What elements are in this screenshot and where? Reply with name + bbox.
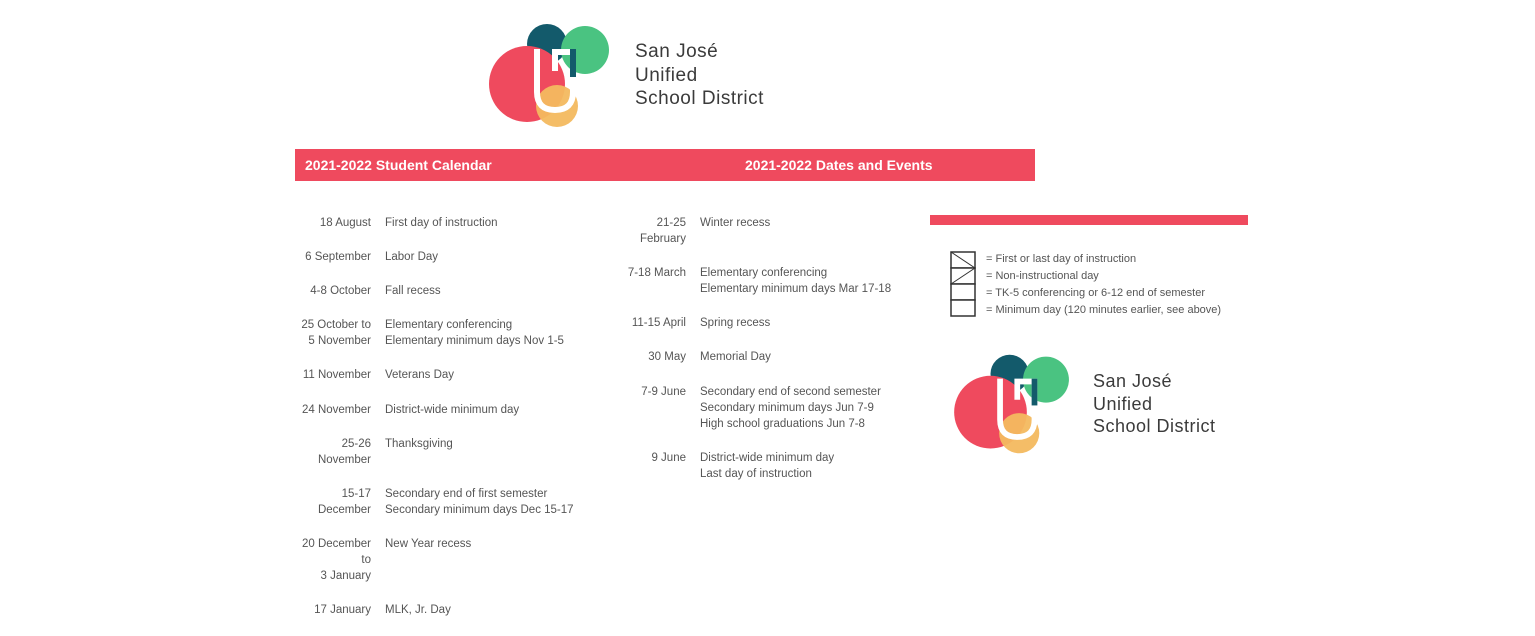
event-desc: MLK, Jr. Day xyxy=(385,602,610,618)
event-row: 11-15 AprilSpring recess xyxy=(610,315,930,331)
event-row: 7-9 JuneSecondary end of second semester… xyxy=(610,384,930,432)
event-desc: Secondary end of first semesterSecondary… xyxy=(385,486,610,518)
legend-labels: = First or last day of instruction = Non… xyxy=(986,251,1221,321)
event-date: 30 May xyxy=(610,349,700,365)
event-desc: Labor Day xyxy=(385,249,610,265)
event-desc: Spring recess xyxy=(700,315,930,331)
org-name-line1: San José xyxy=(635,40,764,64)
event-date: 25-26 November xyxy=(295,436,385,468)
org-name-line2: Unified xyxy=(1093,393,1216,416)
event-desc: District-wide minimum day xyxy=(385,402,610,418)
org-name-line3: School District xyxy=(635,87,764,111)
org-name-line1: San José xyxy=(1093,370,1216,393)
event-date: 20 December to3 January xyxy=(295,536,385,584)
legend: = First or last day of instruction = Non… xyxy=(950,251,1290,321)
event-date: 25 October to5 November xyxy=(295,317,385,349)
event-row: 25-26 NovemberThanksgiving xyxy=(295,436,610,468)
legend-item: = Minimum day (120 minutes earlier, see … xyxy=(986,302,1221,319)
event-row: 20 December to3 JanuaryNew Year recess xyxy=(295,536,610,584)
event-desc: Secondary end of second semesterSecondar… xyxy=(700,384,930,432)
event-desc: Elementary conferencingElementary minimu… xyxy=(385,317,610,349)
events-column-2: 21-25 FebruaryWinter recess7-18 MarchEle… xyxy=(610,215,930,636)
event-row: 7-18 MarchElementary conferencingElement… xyxy=(610,265,930,297)
event-date: 9 June xyxy=(610,450,700,482)
event-row: 17 JanuaryMLK, Jr. Day xyxy=(295,602,610,618)
events-column-1: 18 AugustFirst day of instruction 6 Septe… xyxy=(295,215,610,636)
header-title-left: 2021-2022 Student Calendar xyxy=(295,157,745,173)
event-desc: District-wide minimum dayLast day of ins… xyxy=(700,450,930,482)
org-name-line3: School District xyxy=(1093,415,1216,438)
event-row: 25 October to5 NovemberElementary confer… xyxy=(295,317,610,349)
event-date: 4-8 October xyxy=(295,283,385,299)
footer-logo: San José Unified School District xyxy=(950,349,1290,459)
event-row: 4-8 OctoberFall recess xyxy=(295,283,610,299)
event-date: 15-17 December xyxy=(295,486,385,518)
legend-item: = Non-instructional day xyxy=(986,268,1221,285)
legend-accent-bar xyxy=(930,215,1248,225)
event-desc: Winter recess xyxy=(700,215,930,247)
event-desc: Fall recess xyxy=(385,283,610,299)
event-row: 18 AugustFirst day of instruction xyxy=(295,215,610,231)
event-date: 11 November xyxy=(295,367,385,383)
event-date: 18 August xyxy=(295,215,385,231)
event-date: 17 January xyxy=(295,602,385,618)
event-date: 7-9 June xyxy=(610,384,700,432)
event-row: 30 MayMemorial Day xyxy=(610,349,930,365)
org-name: San José Unified School District xyxy=(635,40,764,111)
sjusd-logo-icon xyxy=(950,349,1075,459)
legend-column: = First or last day of instruction = Non… xyxy=(930,215,1290,636)
event-row: 15-17 DecemberSecondary end of first sem… xyxy=(295,486,610,518)
org-name-footer: San José Unified School District xyxy=(1093,370,1216,438)
org-name-line2: Unified xyxy=(635,64,764,88)
legend-item: = TK-5 conferencing or 6-12 end of semes… xyxy=(986,285,1221,302)
event-row: 24 NovemberDistrict-wide minimum day xyxy=(295,402,610,418)
event-date: 24 November xyxy=(295,402,385,418)
event-desc: Elementary conferencingElementary minimu… xyxy=(700,265,930,297)
event-row: 11 NovemberVeterans Day xyxy=(295,367,610,383)
sjusd-logo-icon xyxy=(485,18,615,133)
legend-swatches-icon xyxy=(950,251,976,321)
header-bar: 2021-2022 Student Calendar 2021-2022 Dat… xyxy=(295,149,1035,181)
event-date: 6 September xyxy=(295,249,385,265)
header-title-right: 2021-2022 Dates and Events xyxy=(745,157,933,173)
event-row: 6 SeptemberLabor Day xyxy=(295,249,610,265)
event-row: 21-25 FebruaryWinter recess xyxy=(610,215,930,247)
event-desc: Veterans Day xyxy=(385,367,610,383)
event-desc: Thanksgiving xyxy=(385,436,610,468)
event-desc: First day of instruction xyxy=(385,215,610,231)
legend-item: = First or last day of instruction xyxy=(986,251,1221,268)
event-desc: New Year recess xyxy=(385,536,610,584)
event-desc: Memorial Day xyxy=(700,349,930,365)
content: 18 AugustFirst day of instruction 6 Septe… xyxy=(295,215,1295,636)
event-row: 9 JuneDistrict-wide minimum dayLast day … xyxy=(610,450,930,482)
event-date: 11-15 April xyxy=(610,315,700,331)
event-date: 21-25 February xyxy=(610,215,700,247)
header-logo: San José Unified School District xyxy=(485,18,1295,133)
event-date: 7-18 March xyxy=(610,265,700,297)
